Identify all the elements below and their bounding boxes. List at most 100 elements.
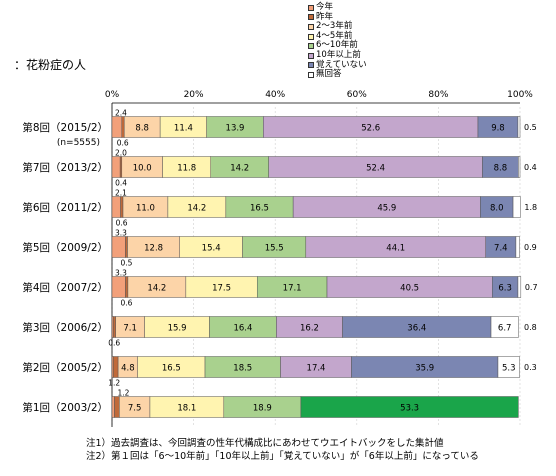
data-label: 35.9 <box>415 364 434 374</box>
bar-segment <box>112 316 116 338</box>
data-label: 36.4 <box>407 324 426 334</box>
bar-segment <box>120 196 124 218</box>
data-label: 3.3 <box>115 269 127 278</box>
data-label: 14.2 <box>147 284 166 294</box>
data-label: 40.5 <box>400 284 419 294</box>
legend-swatch <box>308 71 314 78</box>
x-tick-label: 20% <box>184 90 204 100</box>
chart-subtitle: ：花粉症の人 <box>14 58 87 72</box>
data-label: 17.5 <box>212 284 231 294</box>
bar-segment <box>512 196 521 218</box>
data-label: 0.7 <box>525 283 538 292</box>
bar-segment <box>111 156 121 178</box>
data-label: 53.3 <box>400 404 419 414</box>
data-label: 15.4 <box>202 244 221 254</box>
legend-label: 10年以上前 <box>316 49 361 60</box>
bar-segment <box>121 116 125 138</box>
note-2: 注2）第１回は「6～10年前」「10年以上前」「覚えていない」が「6年以上前」に… <box>86 451 479 462</box>
category-label: 第1回（2003/2） <box>22 401 108 414</box>
legend-item: 無回答 <box>308 70 367 80</box>
legend-label: 今年 <box>316 2 334 12</box>
data-label: 52.6 <box>361 124 380 134</box>
bar-segment <box>300 396 519 418</box>
bar-segment <box>125 236 128 258</box>
bar-segment <box>497 356 520 378</box>
data-label: 0.5 <box>120 259 132 268</box>
data-label: 52.4 <box>366 164 385 174</box>
data-label: 18.5 <box>233 364 252 374</box>
category-note: (n=5555) <box>57 138 100 148</box>
x-tick-label: 100% <box>507 90 533 100</box>
x-tick-label: 0% <box>105 90 120 100</box>
data-label: 44.1 <box>386 244 405 254</box>
data-label: 17.4 <box>307 364 326 374</box>
bar-segment <box>111 116 123 138</box>
bar-segment <box>114 396 120 418</box>
legend-swatch <box>308 62 314 69</box>
legend-item: 今年 <box>308 2 367 13</box>
bar-segment <box>125 276 129 298</box>
data-label: 6.3 <box>498 284 512 294</box>
legend-swatch <box>308 33 314 40</box>
data-label: 18.1 <box>177 404 196 414</box>
data-label: 11.4 <box>174 124 193 134</box>
legend-item: 6～10年前 <box>308 41 367 51</box>
legend-item: 10年以上前 <box>308 49 367 61</box>
x-tick-label: 80% <box>428 90 448 100</box>
data-label: 17.1 <box>283 284 302 294</box>
bar-segment <box>111 396 115 418</box>
bar-segment <box>517 276 522 298</box>
bar-segment <box>112 356 119 378</box>
bar-segment <box>111 196 121 218</box>
legend-label: 昨年 <box>316 11 334 22</box>
data-label: 2.0 <box>115 149 127 158</box>
data-label: 16.5 <box>162 364 181 374</box>
data-label: 9.8 <box>491 124 505 134</box>
data-label: 6.7 <box>498 324 512 334</box>
data-label: 16.5 <box>250 204 269 214</box>
legend-item: 覚えていない <box>308 59 367 71</box>
category-label: 第8回（2015/2） <box>22 121 108 134</box>
category-label: 第6回（2011/2） <box>22 201 108 214</box>
bar-segment <box>490 316 519 338</box>
data-label: 13.9 <box>226 124 245 134</box>
category-label: 第5回（2009/2） <box>22 241 108 254</box>
data-label: 0.8 <box>524 323 537 332</box>
legend: 今年 昨年 2～3年前 4～5年前 6～10年前 10年以上前 覚えていない 無回答 <box>308 2 367 80</box>
legend-label: 2～3年前 <box>316 21 353 32</box>
data-label: 45.9 <box>377 204 396 214</box>
legend-label: 4～5年前 <box>316 30 353 41</box>
legend-label: 6～10年前 <box>316 40 358 51</box>
data-label: 11.0 <box>136 204 155 214</box>
data-label: 16.4 <box>233 324 252 334</box>
legend-label: 無回答 <box>316 69 342 80</box>
legend-swatch <box>308 23 314 30</box>
data-label: 0.9 <box>524 243 537 252</box>
data-label: 3.3 <box>115 229 127 238</box>
legend-item: 2～3年前 <box>308 22 367 32</box>
category-label: 第4回（2007/2） <box>22 281 108 294</box>
data-label: 12.8 <box>144 244 163 254</box>
data-label: 0.3 <box>524 363 537 372</box>
bar-segment <box>518 156 521 178</box>
chart-notes: 注1）過去調査は、今回調査の性年代構成比にあわせてウエイトバックをした集計値 注… <box>86 437 479 463</box>
data-label: 7.4 <box>494 244 508 254</box>
data-label: 0.5 <box>524 123 537 132</box>
data-label: 10.0 <box>133 164 152 174</box>
data-label: 8.8 <box>494 164 508 174</box>
data-label: 1.2 <box>117 389 129 398</box>
data-label: 2.4 <box>115 109 127 118</box>
x-tick-label: 40% <box>265 90 285 100</box>
data-label: 2.1 <box>115 189 127 198</box>
data-label: 1.8 <box>524 203 537 212</box>
bar-segment <box>111 236 126 258</box>
legend-label: 覚えていない <box>316 59 367 70</box>
data-label: 7.1 <box>123 324 137 334</box>
data-label: 8.0 <box>490 204 504 214</box>
data-label: 5.3 <box>502 364 516 374</box>
data-label: 4.8 <box>121 364 135 374</box>
x-tick-label: 60% <box>347 90 367 100</box>
data-label: 8.8 <box>135 124 149 134</box>
